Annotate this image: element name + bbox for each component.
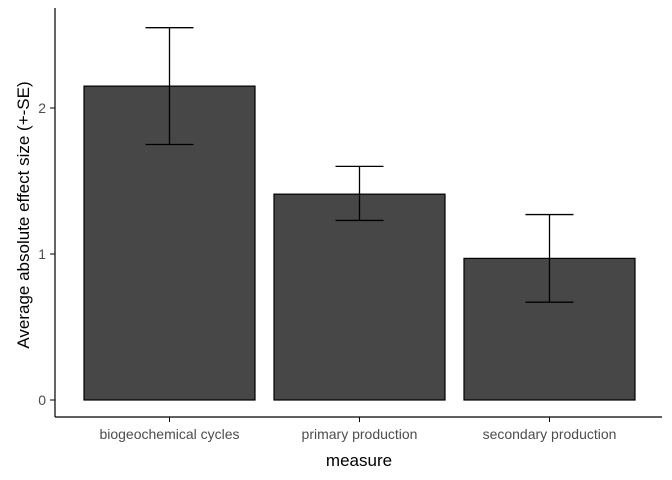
x-tick-label: primary production: [302, 426, 418, 442]
x-axis-title: measure: [326, 451, 392, 470]
x-tick-label: secondary production: [483, 426, 617, 442]
y-axis-title: Average absolute effect size (+-SE): [14, 81, 33, 348]
plot-area: [83, 27, 636, 401]
y-tick-label: 1: [38, 246, 46, 262]
y-tick-label: 2: [38, 100, 46, 116]
y-axis: 0 1 2: [38, 8, 56, 417]
error-bar: [525, 213, 574, 303]
error-bar: [335, 165, 384, 222]
error-bar: [145, 27, 194, 146]
y-tick-label: 0: [38, 392, 46, 408]
x-tick-label: biogeochemical cycles: [99, 426, 239, 442]
x-axis: biogeochemical cycles primary production s…: [55, 416, 662, 442]
bar: [273, 193, 446, 401]
